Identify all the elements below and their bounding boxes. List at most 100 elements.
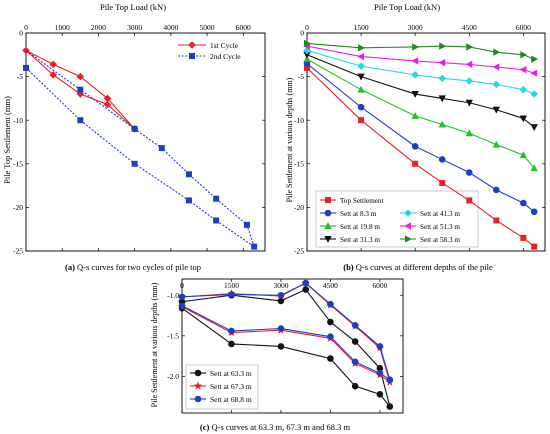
panel-a-xtick-label: 2000 — [91, 23, 106, 32]
legend-c-label-3: Sett at 68.8 m — [210, 395, 252, 404]
panel-b-ytick-label: -20 — [294, 203, 304, 212]
panel-c-xtick-label: 6000 — [372, 281, 387, 290]
series-2-point — [131, 125, 138, 132]
series-4-point — [519, 115, 528, 123]
panel-c-xtick-label: 1500 — [224, 281, 239, 290]
series-6-point — [519, 65, 527, 74]
series-4-point — [530, 124, 538, 132]
series-7-point — [439, 42, 447, 50]
panel-c-ytick-label: -1.0 — [167, 291, 179, 300]
series-3-point — [178, 293, 186, 301]
legend-b-marker-1 — [324, 196, 331, 203]
series-1-point — [386, 403, 394, 410]
series-1-point — [302, 286, 309, 293]
series-1-point — [351, 338, 359, 345]
panel-b-ytick-label: -10 — [294, 116, 304, 125]
series-2-point — [438, 156, 446, 163]
panel-a-caption-label: (a) — [65, 262, 75, 272]
series-1-point — [76, 90, 85, 98]
series-1-point — [351, 382, 359, 390]
series-3-point — [438, 120, 446, 128]
panel-a-caption-text: Q-s curves for two cycles of pile top — [77, 262, 201, 272]
panel-b-axes: 0 1500 3000 4500 6000 0 -5 -10 -15 -20 -25 — [294, 23, 546, 256]
series-5-point — [411, 71, 419, 79]
series-3-point — [303, 55, 311, 63]
panel-b-ytick-label: -25 — [294, 247, 304, 256]
series-2-point — [213, 195, 220, 202]
legend-b-label-6: Sett at 51.3 m — [420, 223, 460, 231]
series-6-point — [530, 69, 538, 77]
series-3-point — [327, 333, 334, 340]
series-7-point — [303, 39, 311, 48]
series-7-point — [493, 48, 501, 56]
panel-a-ytick-label: -20 — [13, 203, 23, 212]
panel-a-ytick-label: 0 — [19, 29, 23, 38]
series-2-point — [243, 221, 250, 228]
legend-b-marker-7 — [404, 235, 412, 243]
legend-a-marker-1 — [188, 41, 196, 49]
series-2-loading-line — [25, 67, 255, 248]
series-1-point — [466, 197, 473, 204]
series-2-point — [131, 160, 138, 167]
series-7-line — [306, 42, 535, 60]
series-2-point — [530, 208, 538, 216]
series-3-point — [386, 376, 394, 384]
panel-a-xtick-label: 0 — [24, 23, 28, 32]
series-4-line — [306, 54, 535, 128]
panel-a-ylabel: Pile Top Settlement (mm) — [2, 96, 12, 184]
panel-a-ytick-label: -5 — [17, 72, 23, 81]
panel-c: Pile Settlement at various depths (mm) (… — [150, 278, 404, 432]
panel-c-ytick-label: -2.0 — [167, 372, 179, 381]
series-1-point — [412, 160, 419, 167]
panel-a-ytick-label: -10 — [13, 116, 23, 125]
legend-c-label-1: Sett at 63.3 m — [210, 369, 252, 378]
series-3-point — [376, 369, 384, 377]
series-3-point — [178, 302, 186, 310]
series-3-point — [465, 129, 473, 137]
panel-b-ylabel: Pile Settlement at various depths (mm) — [285, 77, 294, 202]
series-2-point — [213, 217, 220, 224]
legend-b-label-2: Sett at 8.3 m — [340, 210, 377, 218]
panel-b-caption: (b) Q-s curves at different depths of th… — [343, 262, 493, 272]
series-3-line — [181, 282, 391, 381]
legend-a-marker-2 — [188, 53, 195, 60]
panel-c-ylabel: Pile Settlement at various depths (mm) — [150, 282, 159, 407]
series-3-point — [302, 279, 309, 287]
series-6-point — [465, 60, 473, 69]
series-3-line — [306, 58, 535, 169]
panel-b-xtick-label: 3000 — [408, 23, 423, 32]
panel-a-xtick-label: 6000 — [236, 23, 251, 32]
series-3-point — [351, 321, 359, 329]
series-7-point — [531, 55, 539, 63]
panel-b-caption-label: (b) — [343, 262, 354, 272]
series-1-point — [49, 60, 57, 69]
series-4-point — [357, 73, 365, 81]
series-3-point — [519, 151, 528, 159]
panel-c-caption: (c) Q-s curves at 63.3 m, 67.3 m and 68.… — [200, 422, 351, 432]
panel-c-xtick-label: 4500 — [323, 281, 338, 290]
series-1-point — [493, 217, 500, 224]
series-2-point — [158, 145, 165, 152]
panel-a-title: Pile Top Load (kN) — [100, 2, 166, 12]
legend-b-label-5: Sett at 41.3 m — [420, 210, 460, 218]
series-5-point — [438, 74, 446, 83]
legend-b-box — [315, 190, 479, 248]
panel-a-ytick-label: -25 — [13, 247, 23, 256]
series-3-point — [277, 325, 285, 332]
series-4-point — [492, 106, 500, 114]
series-1-line — [306, 67, 535, 248]
series-2-point — [251, 243, 258, 250]
series-4-point — [411, 91, 419, 98]
series-1-point — [439, 179, 446, 186]
panel-c-caption-label: (c) — [200, 422, 210, 432]
series-1-point — [376, 391, 384, 398]
panel-b-title: Pile Top Load (kN) — [374, 2, 440, 12]
series-6-point — [411, 57, 419, 65]
legend-a-label-1: 1st Cycle — [210, 41, 239, 50]
series-5-point — [465, 77, 474, 85]
series-6-point — [357, 52, 365, 61]
series-2-line — [306, 63, 535, 213]
panel-c-plot-frame — [181, 278, 404, 414]
panel-a: Pile Top Load (kN) Pile Top Settlement (… — [2, 2, 266, 272]
series-2-point — [22, 64, 29, 71]
